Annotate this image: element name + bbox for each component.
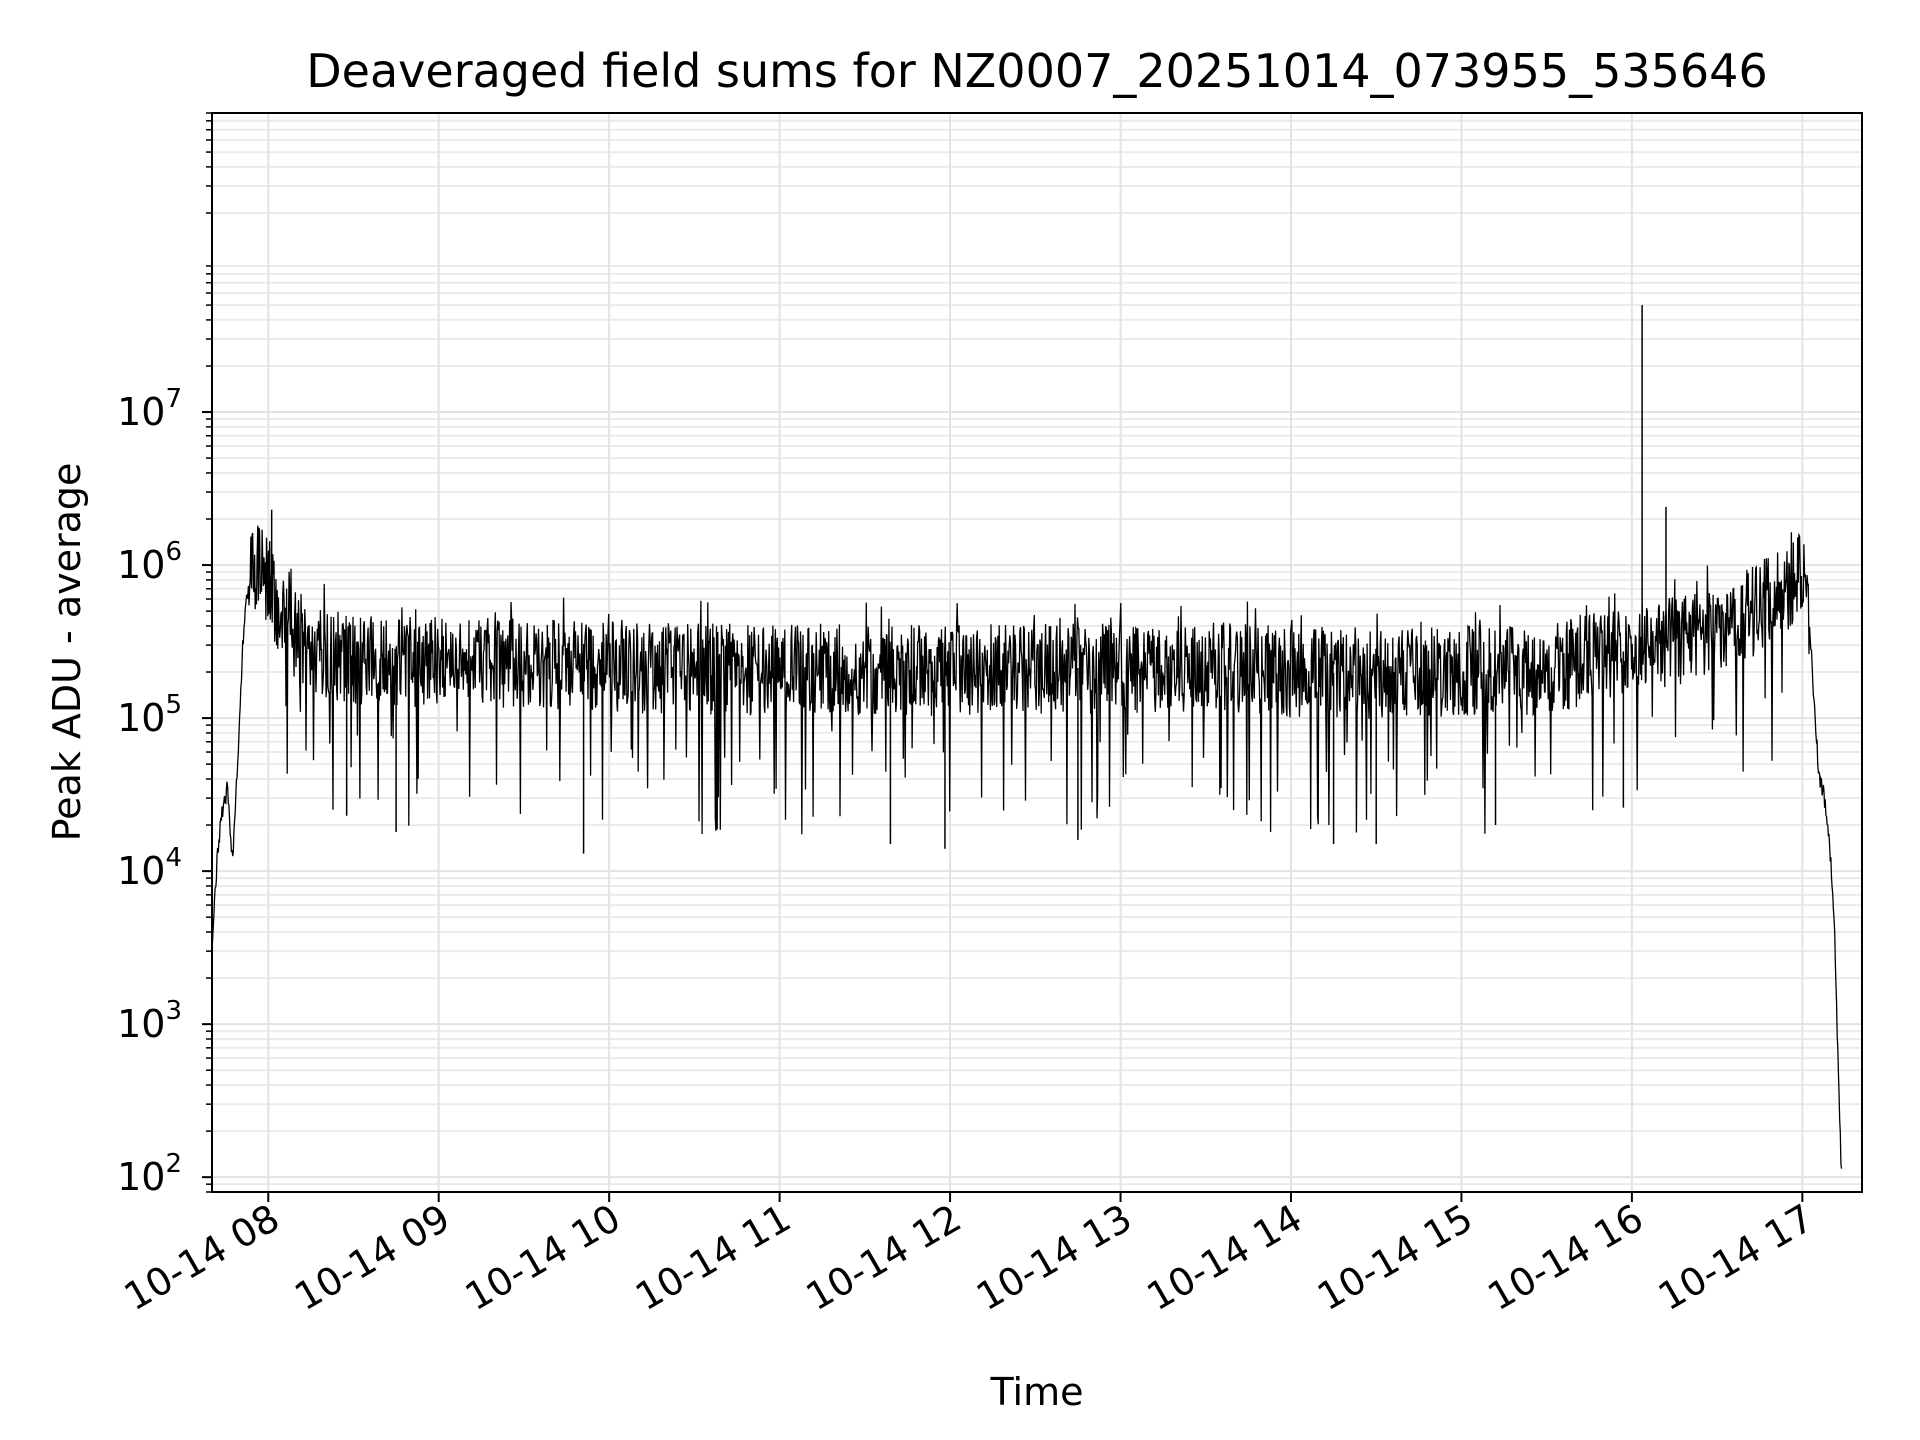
x-tick-label: 10-14 10 [458,1196,628,1320]
y-tick-label: 107 [117,384,182,434]
x-tick-label: 10-14 09 [287,1196,457,1320]
x-tick-label: 10-14 11 [628,1196,798,1320]
x-tick-label: 10-14 13 [969,1196,1139,1320]
chart-title: Deaveraged field sums for NZ0007_2025101… [306,44,1767,98]
x-tick-label: 10-14 12 [799,1196,969,1320]
y-tick-label: 102 [117,1149,182,1199]
y-tick-base: 10 [117,1002,165,1046]
y-tick-exponent: 5 [165,690,182,720]
y-tick-base: 10 [117,390,165,434]
x-tick-label: 10-14 14 [1140,1196,1310,1320]
data-series [211,305,1843,1169]
y-tick-label: 106 [117,537,182,587]
y-tick-exponent: 4 [165,843,182,873]
y-tick-label: 105 [117,690,182,740]
y-tick-label: 104 [117,843,182,893]
x-tick-label: 10-14 17 [1651,1196,1821,1320]
y-tick-base: 10 [117,696,165,740]
x-tick-label: 10-14 16 [1480,1196,1650,1320]
y-tick-exponent: 3 [165,996,182,1026]
x-tick-label: 10-14 08 [117,1196,287,1320]
y-tick-exponent: 7 [165,384,182,414]
y-tick-base: 10 [117,849,165,893]
series-line [211,525,1843,1169]
y-axis-label: Peak ADU - average [45,463,89,842]
y-tick-exponent: 2 [165,1149,182,1179]
plot-frame [211,112,1863,1193]
y-tick-base: 10 [117,543,165,587]
x-axis-label: Time [990,1370,1084,1414]
x-axis-ticks: 10-14 08 10-14 09 10-14 10 10-14 11 10-14 12… [117,1192,1821,1319]
y-tick-exponent: 6 [165,537,182,567]
x-tick-label: 10-14 15 [1310,1196,1480,1320]
y-tick-base: 10 [117,1155,165,1199]
minor-grid [212,112,1862,1193]
y-tick-label: 103 [117,996,182,1046]
